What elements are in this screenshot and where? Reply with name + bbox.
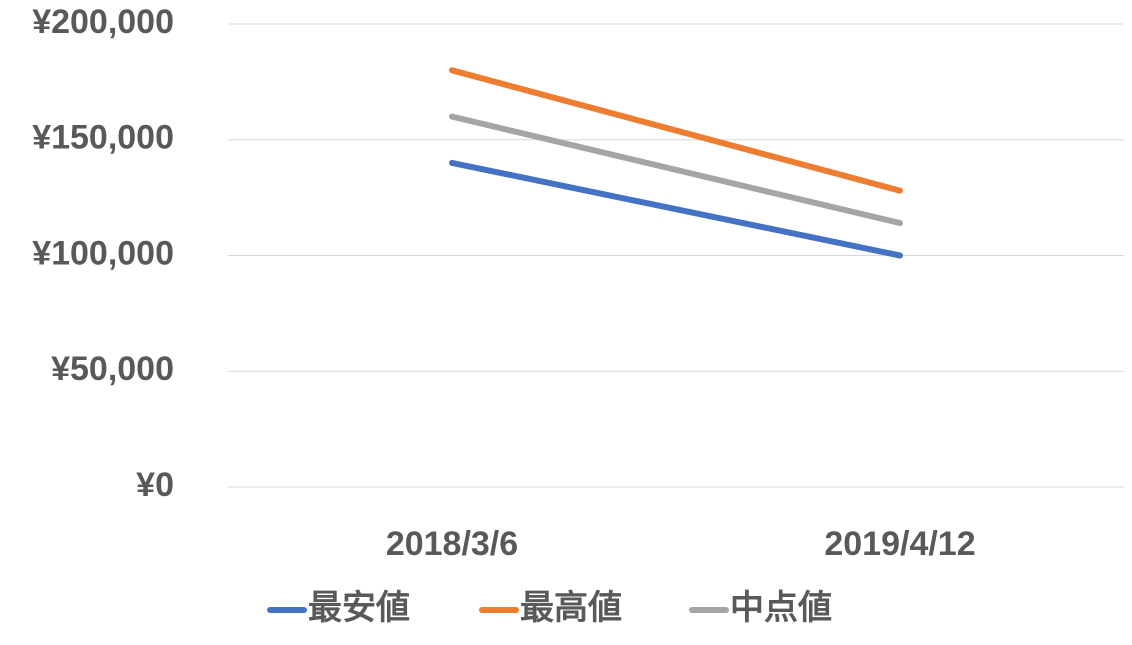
legend-label: 最高値 — [520, 589, 622, 627]
legend-label: 最安値 — [308, 589, 410, 627]
y-tick-label: ¥0 — [136, 466, 174, 504]
y-tick-label: ¥150,000 — [32, 119, 174, 157]
x-tick-label: 2019/4/12 — [824, 525, 975, 563]
y-tick-label: ¥200,000 — [32, 3, 174, 41]
x-tick-label: 2018/3/6 — [386, 525, 518, 563]
series-line — [449, 67, 903, 194]
series-line — [449, 113, 903, 227]
legend-label: 中点値 — [730, 589, 832, 627]
y-tick-label: ¥100,000 — [32, 234, 174, 272]
y-tick-label: ¥50,000 — [51, 350, 174, 388]
series-line — [449, 159, 903, 259]
